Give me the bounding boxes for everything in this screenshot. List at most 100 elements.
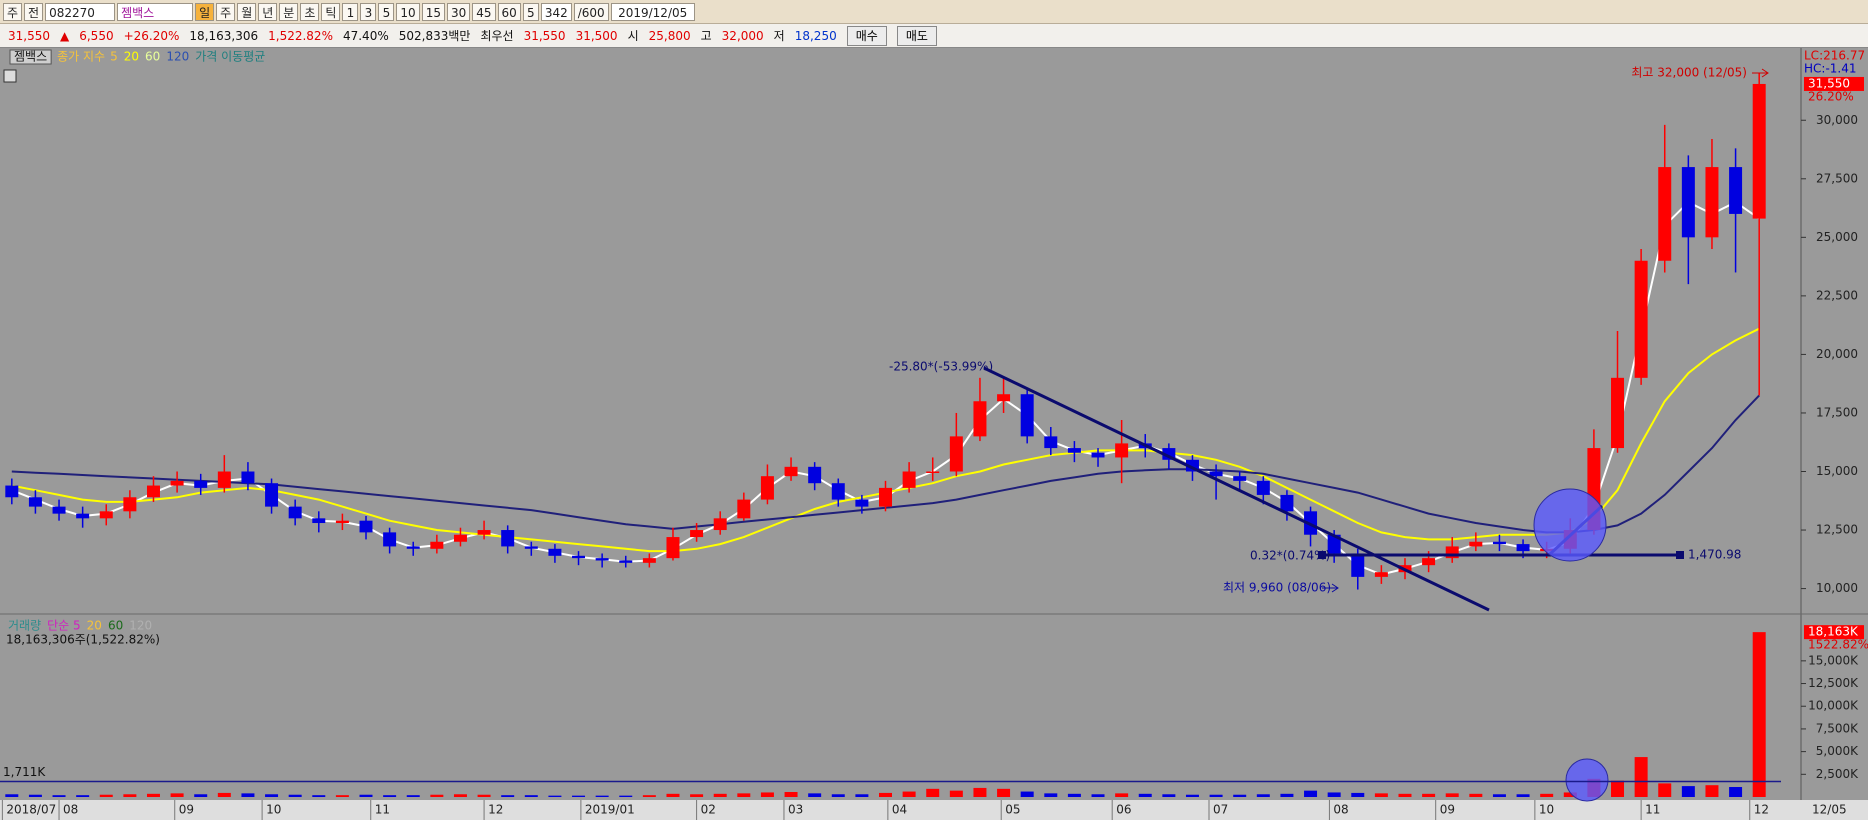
volume-bar: [737, 793, 751, 797]
candle-body: [1752, 83, 1766, 219]
toolbar-button[interactable]: 전: [24, 2, 44, 21]
legend-text: 종가 지수: [57, 50, 105, 64]
quote-bar: 31,550 ▲ 6,550 +26.20% 18,163,306 1,522.82% 47…: [0, 24, 1868, 48]
y-tick-label: 7,500K: [1816, 721, 1859, 735]
toolbar-button[interactable]: 30: [446, 2, 471, 21]
candle-body: [855, 499, 869, 507]
volume-bar: [1422, 793, 1436, 797]
x-last-date: 12/05: [1812, 803, 1847, 817]
toolbar-button[interactable]: 60: [497, 2, 521, 21]
candle-body: [1422, 558, 1436, 566]
toolbar-button[interactable]: 분: [279, 2, 299, 21]
y-tick-label: 10,000K: [1808, 699, 1859, 713]
volume-bar: [572, 795, 586, 797]
volume-legend-entry: 거래량: [8, 619, 41, 633]
candle-body: [170, 480, 184, 486]
annotation: 최고 32,000 (12/05): [1631, 66, 1747, 80]
candle-body: [1327, 534, 1341, 554]
order-button[interactable]: 매도: [896, 25, 937, 46]
toolbar-button[interactable]: 젬백스: [117, 2, 194, 21]
candle-body: [1280, 494, 1294, 512]
quote-field: 25,800: [648, 28, 691, 43]
volume-bar: [453, 794, 467, 797]
candle-body: [1091, 452, 1105, 458]
x-tick-label: 12: [1754, 803, 1769, 817]
x-tick-label: 2019/01: [585, 803, 635, 817]
toolbar-button[interactable]: 1: [342, 2, 359, 21]
x-tick-label: 10: [266, 803, 281, 817]
quote-field: 31,550: [8, 28, 50, 43]
volume-bar: [973, 787, 987, 797]
toolbar-button[interactable]: 년: [258, 2, 278, 21]
toolbar-button[interactable]: 주: [216, 2, 236, 21]
toolbar-button[interactable]: 15: [421, 2, 445, 21]
volume-bar: [146, 793, 160, 797]
legend-entry: 60: [145, 50, 160, 64]
candle-body: [642, 558, 656, 563]
volume-bar: [1563, 792, 1577, 797]
toolbar-button[interactable]: 10: [396, 2, 420, 21]
toolbar-button[interactable]: 주: [3, 2, 23, 21]
volume-bar: [1115, 793, 1129, 797]
volume-bar: [1752, 632, 1766, 797]
candle-body: [99, 511, 113, 519]
toolbar-button[interactable]: 5: [522, 2, 539, 21]
toolbar-button[interactable]: 2019/12/05: [610, 2, 695, 21]
legend-title: 젬백스: [14, 50, 47, 64]
toolbar-button[interactable]: /600: [573, 2, 609, 21]
candle-body: [5, 485, 19, 498]
toolbar-button[interactable]: 5: [378, 2, 395, 21]
toolbar-button[interactable]: 월: [237, 2, 257, 21]
volume-bar: [1658, 783, 1672, 797]
volume-bar: [288, 794, 302, 797]
y-tick-label: 12,500K: [1808, 676, 1859, 690]
candle-body: [997, 394, 1011, 402]
volume-legend-entry: 20: [87, 619, 102, 633]
annotation: 1,470.98: [1688, 548, 1741, 562]
legend-entry: 120: [166, 50, 189, 64]
candle-body: [194, 480, 208, 488]
toolbar-button[interactable]: 082270: [45, 2, 116, 21]
volume-bar: [831, 794, 845, 797]
toolbar-button[interactable]: 3: [360, 2, 377, 21]
y-tick-label: 15,000K: [1808, 653, 1859, 667]
volume-bar: [524, 795, 538, 797]
volume-bar: [1705, 785, 1719, 797]
quote-field: 고: [700, 29, 712, 43]
average-volume-label: 1,711K: [3, 765, 46, 779]
toolbar-button[interactable]: 초: [300, 2, 320, 21]
candle-body: [690, 530, 704, 538]
toolbar-button[interactable]: 45: [472, 2, 496, 21]
candle-body: [359, 520, 373, 533]
candle-body: [973, 401, 987, 437]
toolbar-button[interactable]: 일: [195, 2, 215, 21]
x-tick-label: 11: [375, 803, 390, 817]
x-tick-label: 02: [701, 803, 716, 817]
line-handle: [1676, 551, 1684, 559]
x-tick-label: 05: [1005, 803, 1020, 817]
candle-body: [52, 506, 66, 514]
volume-bar: [123, 794, 137, 797]
x-tick-label: 12: [488, 803, 503, 817]
volume-bar: [217, 792, 231, 797]
candle-body: [501, 530, 515, 547]
volume-bar: [501, 795, 515, 797]
candle-body: [1445, 546, 1459, 559]
toolbar-button[interactable]: 342: [540, 2, 572, 21]
order-button[interactable]: 매수: [846, 25, 887, 46]
quote-field: 47.40%: [342, 28, 389, 43]
candle-body: [76, 513, 90, 519]
y-tick-label: 20,000: [1816, 347, 1858, 361]
candle-body: [713, 518, 727, 531]
quote-field: 32,000: [721, 28, 764, 43]
y-tick-label: 27,500: [1816, 171, 1858, 185]
candle-body: [1162, 448, 1176, 460]
toolbar-button[interactable]: 틱: [321, 2, 341, 21]
volume-bar: [1681, 786, 1695, 797]
chart-background: [0, 48, 1868, 820]
quote-field: 502,833백만: [398, 29, 471, 43]
candle-body: [1185, 459, 1199, 472]
candle-body: [1611, 377, 1625, 449]
candle-body: [666, 537, 680, 559]
legend-title-box: [9, 49, 52, 65]
